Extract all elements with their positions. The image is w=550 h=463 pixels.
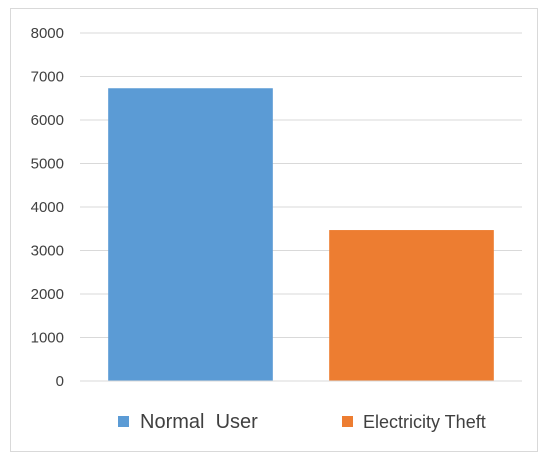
y-tick-label: 2000 bbox=[31, 286, 64, 303]
legend-label-electricity-theft: Electricity Theft bbox=[363, 412, 486, 432]
bar-normal-user bbox=[108, 88, 273, 382]
legend-label-normal-user: Normal User bbox=[140, 411, 258, 433]
y-tick-label: 3000 bbox=[31, 243, 64, 260]
y-tick-label: 0 bbox=[56, 373, 64, 390]
y-tick-label: 5000 bbox=[31, 156, 64, 173]
bars bbox=[108, 88, 494, 382]
y-axis-tick-labels: 0 1000 2000 3000 4000 5000 6000 7000 8000 bbox=[31, 25, 64, 390]
bar-electricity-theft bbox=[329, 230, 494, 381]
y-tick-label: 1000 bbox=[31, 330, 64, 347]
legend-swatch-normal-user bbox=[118, 416, 129, 427]
y-tick-label: 8000 bbox=[31, 25, 64, 42]
legend-swatch-electricity-theft bbox=[342, 416, 353, 427]
y-tick-label: 7000 bbox=[31, 69, 64, 86]
legend: Normal User Electricity Theft bbox=[118, 411, 486, 433]
y-tick-label: 6000 bbox=[31, 112, 64, 129]
y-tick-label: 4000 bbox=[31, 199, 64, 216]
